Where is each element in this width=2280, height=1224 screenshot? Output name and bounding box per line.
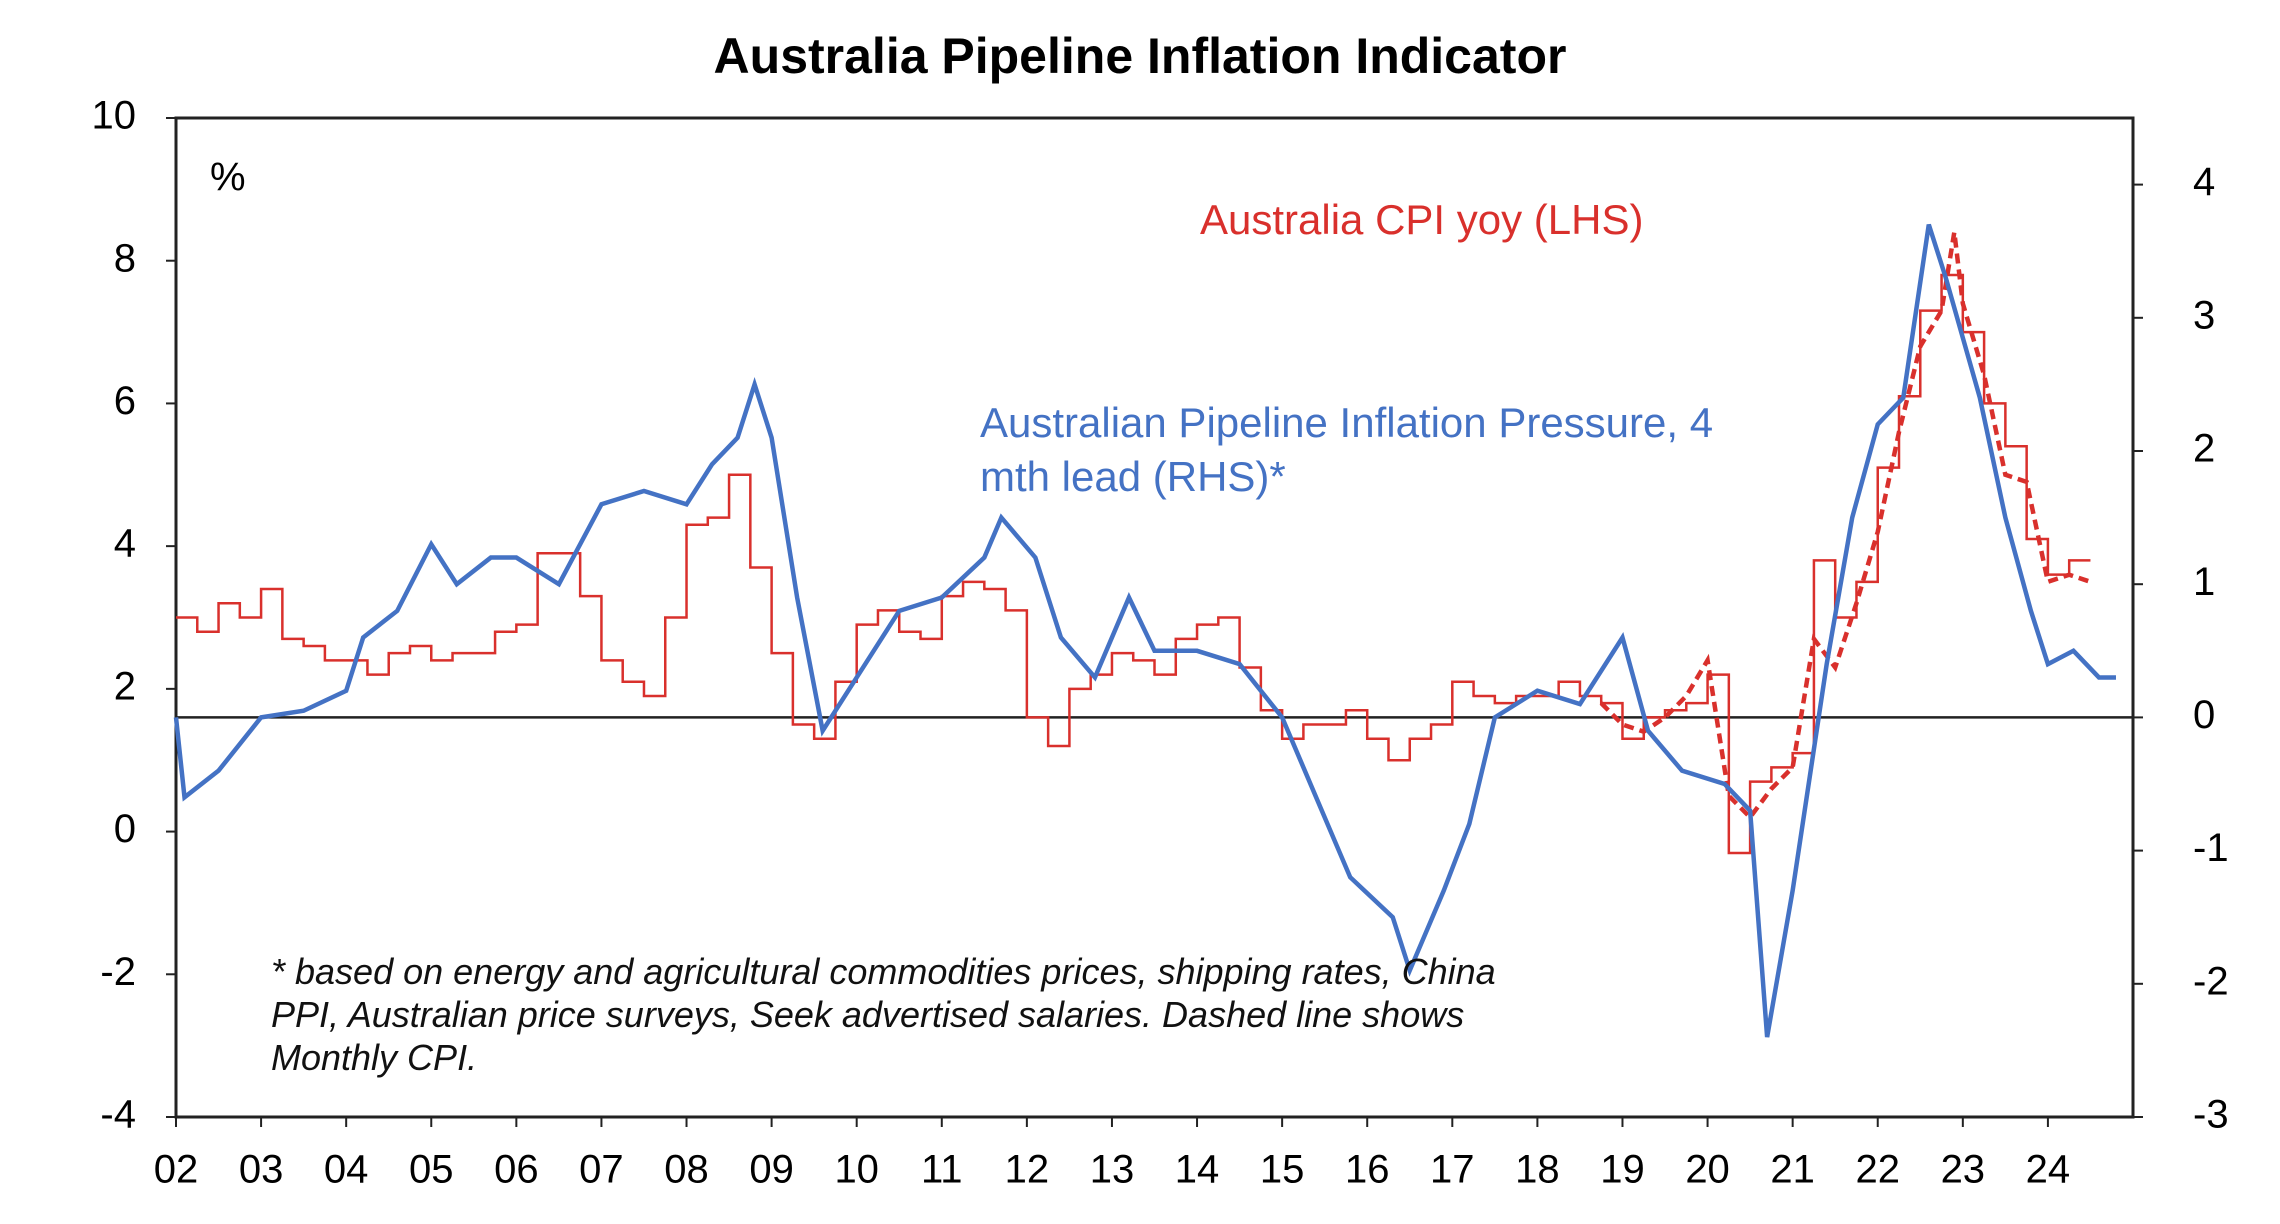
- y-unit-label: %: [210, 156, 246, 200]
- y2-tick-label: 2: [2193, 427, 2215, 471]
- y-tick-label: 6: [114, 379, 136, 423]
- y2-tick-label: 4: [2193, 160, 2215, 204]
- x-tick-label: 19: [1600, 1148, 1645, 1192]
- chart-title: Australia Pipeline Inflation Indicator: [714, 28, 1567, 84]
- x-tick-label: 05: [409, 1148, 454, 1192]
- x-tick-label: 13: [1090, 1148, 1135, 1192]
- y2-tick-label: 1: [2193, 560, 2215, 604]
- series-label: Australia CPI yoy (LHS): [1200, 196, 1644, 243]
- x-tick-label: 08: [664, 1148, 709, 1192]
- x-tick-label: 09: [749, 1148, 794, 1192]
- x-tick-label: 12: [1005, 1148, 1050, 1192]
- series-line: [173, 223, 2116, 1038]
- series-line: [1599, 231, 2092, 821]
- y-tick-label: 10: [92, 94, 137, 138]
- x-tick-label: 16: [1345, 1148, 1390, 1192]
- y2-tick-label: 0: [2193, 693, 2215, 737]
- x-tick-label: 22: [1855, 1148, 1900, 1192]
- x-tick-label: 03: [239, 1148, 284, 1192]
- x-tick-label: 20: [1685, 1148, 1730, 1192]
- y-tick-label: 0: [114, 807, 136, 851]
- footnote: * based on energy and agricultural commo…: [271, 951, 1496, 1078]
- y-tick-label: 8: [114, 236, 136, 280]
- series-line: [176, 273, 2091, 855]
- y2-tick-label: -3: [2193, 1093, 2229, 1137]
- x-tick-label: 21: [1770, 1148, 1815, 1192]
- x-tick-label: 07: [579, 1148, 624, 1192]
- x-tick-label: 11: [921, 1148, 963, 1192]
- x-tick-label: 15: [1260, 1148, 1305, 1192]
- x-tick-label: 04: [324, 1148, 369, 1192]
- x-tick-label: 10: [834, 1148, 879, 1192]
- x-tick-label: 17: [1430, 1148, 1475, 1192]
- x-tick-label: 14: [1175, 1148, 1220, 1192]
- x-tick-label: 24: [2026, 1148, 2071, 1192]
- x-tick-label: 06: [494, 1148, 539, 1192]
- y-tick-label: -2: [100, 950, 136, 994]
- y-tick-label: 4: [114, 522, 136, 566]
- x-tick-label: 18: [1515, 1148, 1560, 1192]
- y-tick-label: -4: [100, 1093, 136, 1137]
- y2-tick-label: -2: [2193, 959, 2229, 1003]
- y2-tick-label: -1: [2193, 826, 2229, 870]
- y-tick-label: 2: [114, 664, 136, 708]
- series-label: Australian Pipeline Inflation Pressure, …: [980, 399, 1714, 500]
- x-tick-label: 23: [1941, 1148, 1986, 1192]
- y2-tick-label: 3: [2193, 293, 2215, 337]
- x-tick-label: 02: [154, 1148, 199, 1192]
